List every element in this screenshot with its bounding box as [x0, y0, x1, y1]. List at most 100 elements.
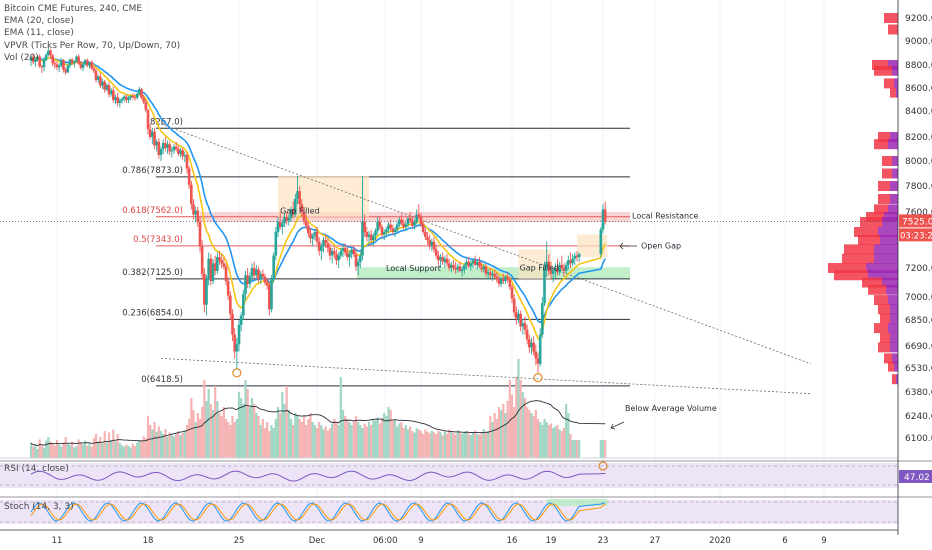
- candle-body: [424, 232, 427, 237]
- volume-bar: [266, 422, 269, 458]
- candle-body: [287, 218, 291, 221]
- candle-body: [560, 264, 564, 268]
- price-tick-label: 8000.0: [905, 157, 932, 167]
- volume-bar: [179, 435, 182, 458]
- volume-bar: [404, 425, 407, 458]
- volume-bar: [129, 447, 132, 458]
- candle-body: [601, 209, 605, 230]
- candle-body: [226, 281, 230, 296]
- volume-bar: [523, 398, 527, 458]
- volume-bar: [471, 432, 475, 458]
- volume-bar: [331, 423, 334, 458]
- candle-body: [229, 295, 232, 314]
- candle-body: [549, 270, 553, 274]
- volume-bar: [32, 446, 35, 458]
- candle-body: [486, 272, 490, 274]
- volume-bar: [311, 422, 314, 458]
- volume-bar: [270, 425, 273, 458]
- volume-bar: [510, 395, 514, 458]
- indicator-volume[interactable]: Vol (20): [4, 52, 39, 63]
- time-tick-label: 9: [418, 536, 423, 546]
- volume-bar: [285, 386, 288, 458]
- candle-body: [233, 334, 236, 352]
- vpvr-bar-down: [890, 304, 898, 315]
- annotation-gap-filled: Gap Filled: [280, 206, 319, 215]
- candle-body: [51, 55, 54, 64]
- candle-body: [151, 131, 154, 137]
- candle-body: [378, 222, 382, 227]
- symbol-title[interactable]: Bitcoin CME Futures, 240, CME: [4, 4, 143, 14]
- price-tick-label: 6240.0: [905, 412, 932, 422]
- candle-body: [478, 261, 481, 267]
- volume-bar: [326, 431, 329, 458]
- candle-body: [270, 279, 273, 310]
- candle-body: [330, 250, 334, 256]
- vpvr-bar-down: [892, 353, 898, 364]
- stoch-k-line: [30, 502, 606, 522]
- candle-body: [296, 191, 299, 199]
- indicator-ema-20[interactable]: EMA (20, close): [4, 16, 74, 27]
- volume-bar: [97, 441, 100, 458]
- fibonacci-levels: (8267.0)0.786(7873.0)0.618(7562.0)0.5(73…: [0, 117, 898, 387]
- candle-body: [300, 204, 304, 212]
- candle-body: [291, 209, 295, 215]
- volume-bar: [125, 444, 128, 458]
- candle-body: [393, 229, 397, 232]
- candle-body: [337, 255, 340, 261]
- vpvr-bar-up: [854, 227, 878, 237]
- vpvr-bar-up: [880, 332, 890, 343]
- candle-body: [153, 131, 156, 146]
- candle-body: [90, 62, 93, 69]
- stoch-panel-label[interactable]: Stoch (14, 3, 3): [4, 502, 74, 512]
- rsi-panel-label[interactable]: RSI (14, close): [4, 464, 69, 474]
- indicator-ema-11[interactable]: EMA (11, close): [4, 28, 74, 39]
- vpvr-bar-up: [878, 342, 890, 353]
- volume-bar: [493, 413, 496, 458]
- volume-bar: [34, 444, 37, 458]
- volume-bar: [480, 432, 483, 458]
- candle-body: [554, 268, 557, 271]
- candle-body: [400, 219, 403, 224]
- volume-bar: [521, 392, 524, 458]
- volume-bar: [554, 426, 557, 458]
- candle-body: [192, 204, 195, 215]
- candle-body: [417, 214, 421, 217]
- candle-body: [426, 237, 429, 241]
- volume-bar: [396, 426, 399, 458]
- candle-body: [525, 329, 529, 340]
- candle-body: [196, 210, 200, 222]
- candle-body: [567, 260, 570, 265]
- vpvr-bar-down: [896, 87, 898, 98]
- volume-bar: [112, 429, 115, 458]
- volume-bar: [575, 440, 579, 458]
- price-tick-label: 7600.0: [905, 208, 932, 218]
- vpvr-bar-down: [888, 323, 898, 334]
- candle-body: [231, 313, 234, 335]
- candle-body: [177, 149, 180, 154]
- rsi-value-badge: [899, 470, 932, 483]
- volume-bar: [42, 447, 46, 458]
- volume-bar: [526, 407, 529, 458]
- volume-bar: [532, 416, 535, 458]
- vpvr-bar-up: [882, 156, 892, 166]
- vpvr-bar-down: [892, 65, 898, 76]
- trendline: [160, 123, 812, 365]
- candle-body: [543, 268, 546, 304]
- volume-bar: [185, 425, 189, 458]
- open-gap-arrow: [619, 242, 637, 250]
- volume-bar: [123, 446, 126, 458]
- volume-bar: [363, 423, 366, 458]
- candle-body: [571, 258, 574, 264]
- fib-label: 0.236(6854.0): [122, 308, 183, 318]
- candle-body: [452, 264, 455, 268]
- volume-bar: [305, 425, 308, 458]
- volume-bar: [289, 419, 293, 458]
- indicator-vpvr[interactable]: VPVR (Ticks Per Row, 70, Up/Down, 70): [4, 40, 181, 51]
- candle-body: [389, 224, 392, 229]
- candle-body: [57, 65, 61, 68]
- candle-body: [484, 266, 488, 274]
- volume-bar: [175, 434, 178, 458]
- volume-bar: [569, 434, 572, 458]
- volume-bar: [361, 428, 364, 458]
